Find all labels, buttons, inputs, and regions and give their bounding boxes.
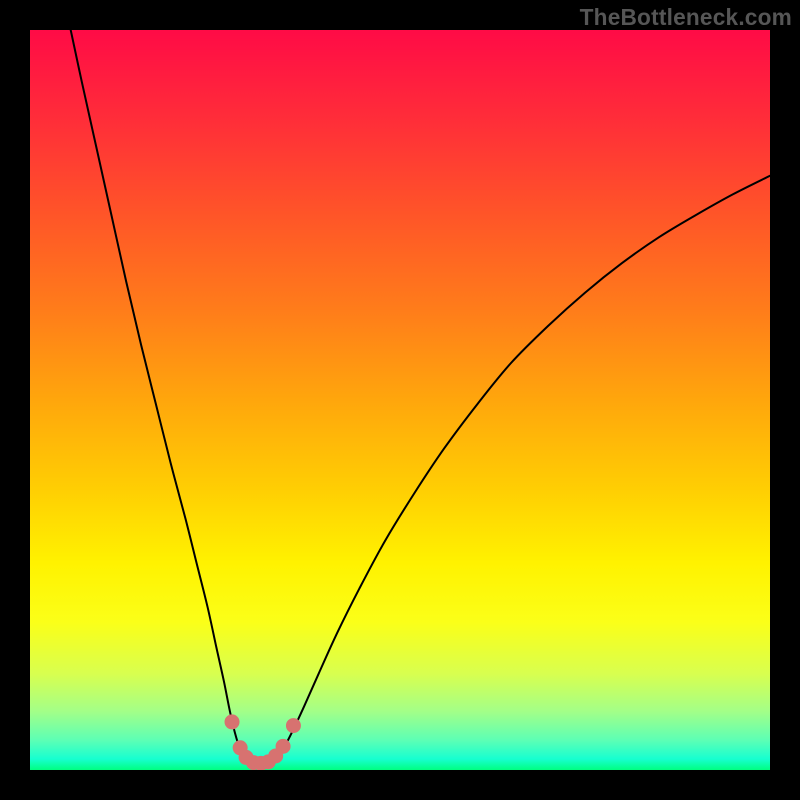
plot-svg — [30, 30, 770, 770]
plot-background — [30, 30, 770, 770]
curve-marker — [225, 715, 239, 729]
watermark-label: TheBottleneck.com — [580, 4, 792, 31]
curve-marker — [286, 719, 300, 733]
chart-frame: TheBottleneck.com — [0, 0, 800, 800]
plot-area — [30, 30, 770, 770]
curve-marker — [276, 739, 290, 753]
